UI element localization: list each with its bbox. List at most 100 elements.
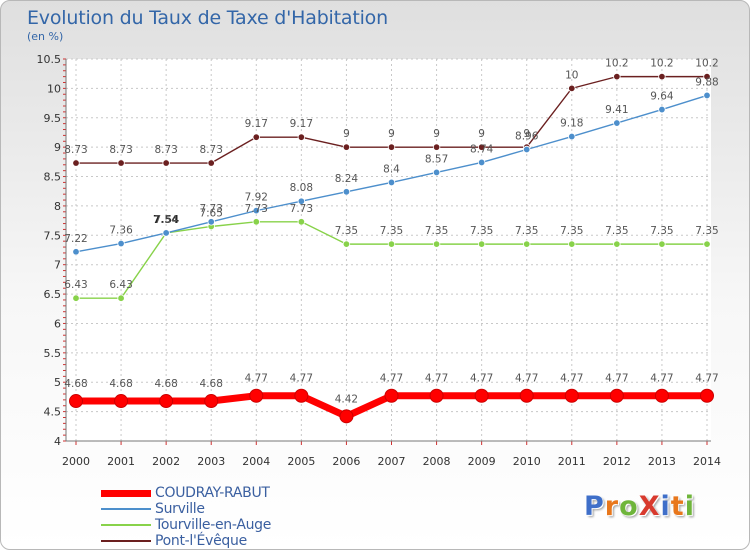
y-tick-label: 6 bbox=[54, 317, 61, 330]
data-label: 9.18 bbox=[560, 118, 583, 130]
data-label: 8.24 bbox=[335, 173, 359, 185]
x-tick-label: 2001 bbox=[107, 455, 135, 468]
data-point bbox=[297, 133, 306, 141]
data-label: 7.54 bbox=[154, 214, 178, 226]
x-tick-label: 2009 bbox=[468, 455, 496, 468]
data-point bbox=[568, 84, 576, 93]
legend-label: Tourville-en-Auge bbox=[155, 517, 272, 533]
data-label: 10.2 bbox=[695, 58, 718, 70]
data-point bbox=[207, 218, 215, 226]
data-point bbox=[387, 143, 396, 151]
data-label: 7.73 bbox=[200, 203, 223, 215]
data-label: 8.4 bbox=[383, 163, 400, 175]
data-label: 7.22 bbox=[64, 233, 87, 245]
x-tick-label: 2008 bbox=[423, 455, 451, 468]
data-label: 4.77 bbox=[650, 373, 673, 385]
data-point bbox=[342, 143, 351, 151]
data-point bbox=[654, 388, 669, 403]
data-point bbox=[609, 388, 624, 403]
data-point bbox=[339, 409, 354, 424]
data-point bbox=[252, 133, 260, 141]
data-label: 9.17 bbox=[290, 118, 313, 130]
data-point bbox=[564, 388, 579, 403]
logo-letter: i bbox=[684, 491, 695, 522]
data-point bbox=[387, 178, 396, 187]
legend-label: Pont-l'Évêque bbox=[155, 533, 247, 549]
legend-swatch bbox=[101, 540, 151, 542]
data-label: 9.17 bbox=[245, 118, 268, 130]
data-label: 8.57 bbox=[425, 153, 448, 165]
chart-title: Evolution du Taux de Taxe d'Habitation bbox=[27, 7, 388, 29]
data-point bbox=[523, 145, 531, 154]
data-point bbox=[252, 218, 260, 226]
x-tick-label: 2006 bbox=[332, 455, 360, 468]
x-tick-label: 2000 bbox=[62, 455, 90, 468]
data-label: 7.54 bbox=[153, 214, 179, 226]
data-point bbox=[658, 240, 666, 248]
data-label: 4.77 bbox=[695, 373, 718, 385]
data-label: 9 bbox=[478, 128, 485, 140]
y-tick-label: 8.5 bbox=[44, 171, 62, 184]
x-tick-label: 2010 bbox=[513, 455, 541, 468]
data-label: 4.77 bbox=[290, 373, 313, 385]
data-label: 4.77 bbox=[560, 373, 583, 385]
y-tick-label: 9 bbox=[54, 141, 61, 154]
logo-letter: P bbox=[584, 491, 605, 522]
data-point bbox=[568, 240, 576, 248]
x-tick-label: 2007 bbox=[378, 455, 406, 468]
data-point bbox=[477, 240, 486, 248]
data-label: 7.35 bbox=[470, 225, 493, 237]
data-label: 4.68 bbox=[64, 378, 87, 390]
data-point bbox=[207, 159, 215, 167]
y-tick-label: 10.5 bbox=[37, 53, 62, 66]
data-label: 8.73 bbox=[109, 144, 132, 156]
data-label: 4.68 bbox=[200, 378, 223, 390]
legend-swatch bbox=[101, 524, 151, 526]
data-point bbox=[703, 240, 711, 248]
y-tick-label: 5 bbox=[54, 376, 61, 389]
data-point bbox=[568, 132, 576, 141]
data-point bbox=[477, 143, 486, 151]
data-point bbox=[72, 248, 80, 256]
data-label: 4.77 bbox=[380, 373, 403, 385]
data-label: 4.77 bbox=[515, 373, 538, 385]
data-label: 9.88 bbox=[695, 76, 718, 88]
data-label: 6.43 bbox=[64, 279, 87, 291]
data-label: 4.42 bbox=[335, 393, 358, 405]
legend-label: Surville bbox=[155, 501, 205, 517]
data-label: 4.68 bbox=[154, 378, 177, 390]
legend-swatch bbox=[101, 508, 151, 510]
data-label: 9 bbox=[388, 128, 395, 140]
logo-letter: r bbox=[604, 491, 620, 522]
data-label: 10 bbox=[565, 69, 578, 81]
data-label: 7.65 bbox=[200, 207, 223, 219]
data-label: 7.92 bbox=[245, 192, 268, 204]
data-point bbox=[613, 119, 621, 127]
data-point bbox=[297, 197, 306, 205]
data-label: 6.43 bbox=[109, 279, 132, 291]
data-label: 9 bbox=[433, 128, 440, 140]
logo-letter: i bbox=[660, 491, 671, 522]
data-point bbox=[117, 294, 125, 302]
data-point bbox=[162, 159, 170, 167]
data-point bbox=[342, 240, 351, 248]
data-label: 7.35 bbox=[695, 225, 718, 237]
data-point bbox=[72, 294, 80, 302]
data-point bbox=[159, 394, 174, 409]
x-tick-label: 2013 bbox=[648, 455, 676, 468]
data-point bbox=[703, 91, 711, 100]
data-point bbox=[294, 388, 309, 403]
data-label: 9.41 bbox=[605, 104, 628, 116]
data-label: 4.68 bbox=[109, 378, 132, 390]
data-point bbox=[432, 143, 441, 151]
x-tick-label: 2002 bbox=[152, 455, 180, 468]
data-label: 10.2 bbox=[650, 58, 673, 70]
data-point bbox=[69, 394, 83, 409]
data-point bbox=[252, 206, 260, 215]
data-label: 9 bbox=[523, 128, 530, 140]
logo-letter: X bbox=[638, 491, 661, 522]
data-point bbox=[519, 388, 534, 403]
logo-letter: o bbox=[619, 491, 639, 522]
y-tick-label: 4 bbox=[54, 435, 61, 448]
y-tick-label: 9.5 bbox=[44, 112, 62, 125]
